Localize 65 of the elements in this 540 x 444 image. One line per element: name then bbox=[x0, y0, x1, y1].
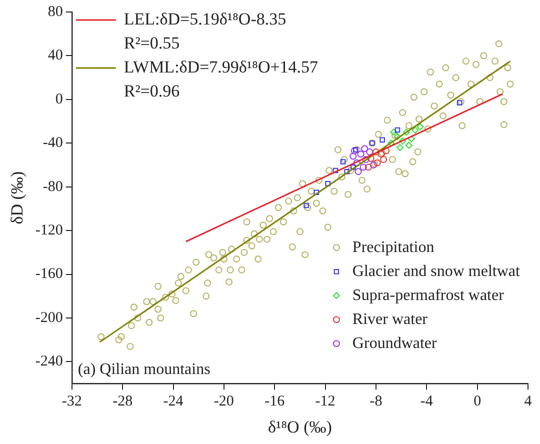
y-tick-label: 0 bbox=[55, 91, 63, 108]
annotation: (a) Qilian mountains bbox=[78, 360, 210, 378]
x-tick-label: -20 bbox=[214, 394, 234, 410]
x-tick-label: -16 bbox=[264, 394, 286, 410]
point bbox=[380, 156, 388, 164]
legend-label: LEL:δD=5.19δ¹⁸O-8.35 bbox=[124, 9, 286, 28]
y-tick-label: -40 bbox=[42, 135, 63, 152]
point bbox=[366, 148, 374, 156]
point bbox=[325, 180, 330, 186]
point bbox=[350, 164, 356, 170]
point bbox=[360, 164, 367, 171]
legend-label: LWML:δD=7.99δ¹⁸O+14.57 bbox=[124, 57, 319, 76]
y-axis-title: δD (‰) bbox=[8, 171, 27, 224]
y-tick-label: 80 bbox=[48, 4, 63, 20]
point bbox=[361, 145, 368, 152]
y-tick-label: -80 bbox=[42, 178, 63, 195]
point bbox=[340, 159, 346, 164]
annotation: R²=0.55 bbox=[124, 33, 180, 52]
point bbox=[354, 168, 362, 176]
point bbox=[396, 144, 404, 152]
x-tick-label: 4 bbox=[524, 394, 532, 410]
legend-label: Glacier and snow meltwat bbox=[352, 262, 520, 280]
x-tick-label: -32 bbox=[62, 394, 82, 410]
point bbox=[364, 164, 372, 171]
point bbox=[362, 156, 370, 164]
point bbox=[394, 127, 400, 133]
annotation: R²=0.96 bbox=[124, 81, 180, 100]
point bbox=[402, 128, 410, 136]
legend-label: Groundwater bbox=[352, 334, 438, 352]
point bbox=[380, 137, 385, 142]
point bbox=[367, 154, 374, 162]
y-tick-label: -200 bbox=[35, 310, 63, 326]
y-tick-label: -160 bbox=[35, 266, 63, 282]
point bbox=[332, 168, 338, 174]
x-tick-label: -24 bbox=[163, 394, 184, 410]
x-tick-label: -28 bbox=[112, 394, 133, 410]
point bbox=[394, 133, 402, 140]
point bbox=[412, 126, 419, 134]
point bbox=[390, 128, 398, 136]
point bbox=[314, 190, 320, 195]
point bbox=[357, 150, 364, 158]
point bbox=[353, 159, 360, 166]
y-tick-label: -240 bbox=[35, 354, 63, 370]
point bbox=[416, 123, 424, 130]
point bbox=[388, 140, 395, 147]
legend-label: Precipitation bbox=[352, 238, 434, 256]
point bbox=[374, 159, 381, 166]
legend-label: Supra-permafrost water bbox=[352, 286, 505, 304]
point bbox=[399, 137, 406, 144]
point bbox=[350, 147, 358, 154]
point bbox=[304, 202, 309, 208]
y-tick-label: 40 bbox=[48, 48, 63, 64]
point bbox=[344, 168, 350, 174]
point bbox=[405, 142, 412, 149]
y-tick-label: -120 bbox=[35, 222, 63, 239]
legend-label: River water bbox=[352, 310, 428, 328]
x-tick-label: 0 bbox=[474, 394, 482, 410]
x-tick-label: -12 bbox=[315, 394, 336, 410]
x-axis-title: δ¹⁸O (‰) bbox=[268, 417, 332, 436]
point bbox=[372, 148, 380, 156]
point bbox=[408, 135, 415, 142]
point bbox=[382, 147, 390, 154]
x-tick-label: -4 bbox=[420, 394, 434, 410]
x-tick-label: -8 bbox=[370, 394, 382, 410]
point bbox=[350, 152, 357, 160]
